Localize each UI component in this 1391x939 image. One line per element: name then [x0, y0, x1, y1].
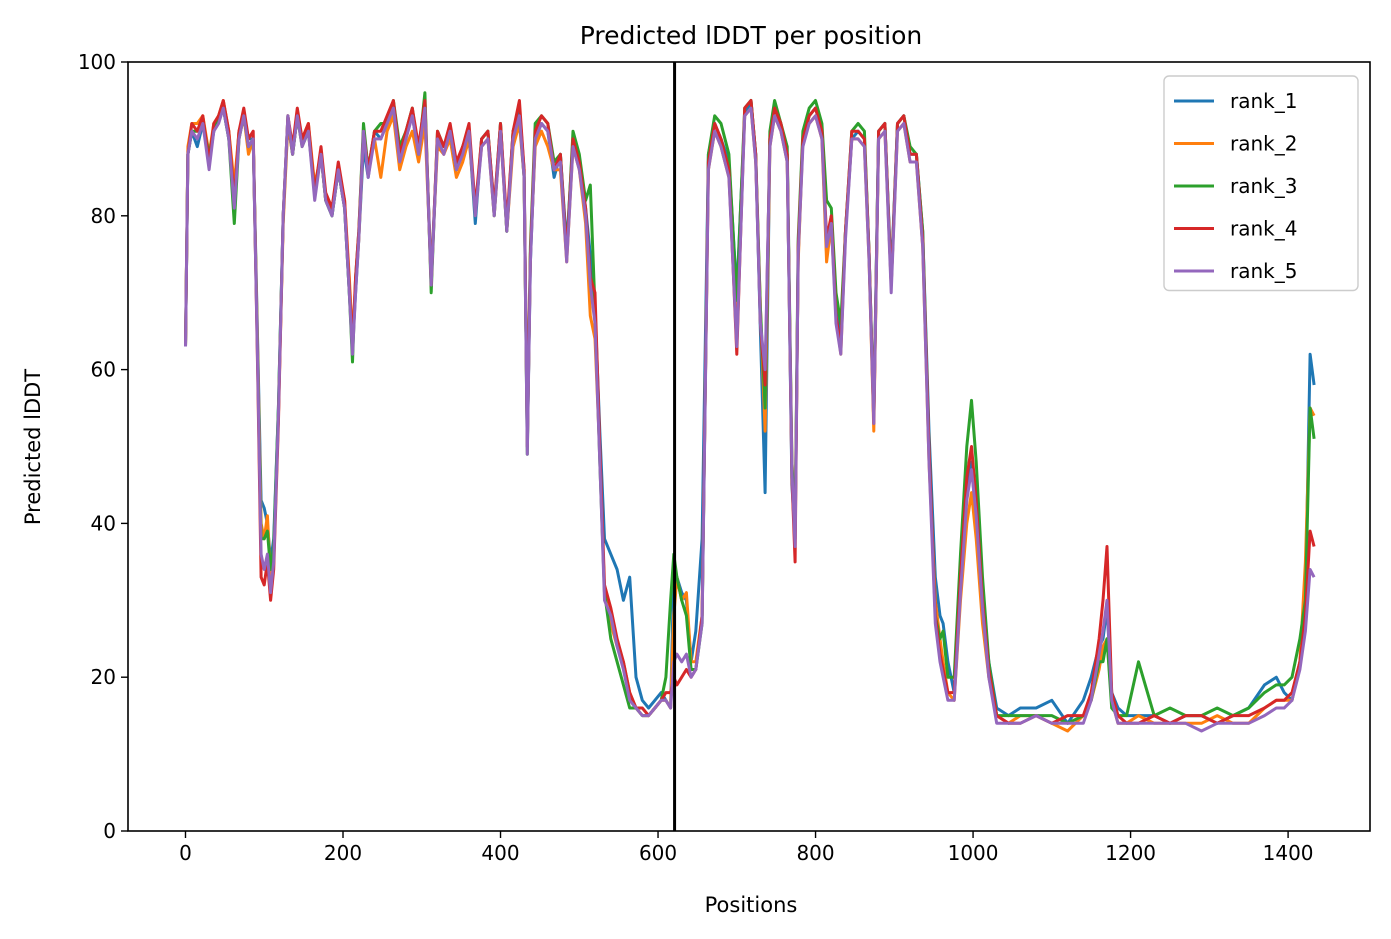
y-tick-label: 80 [91, 204, 116, 228]
x-axis-ticks: 0 200 400 600 800 1000 1200 1400 [179, 831, 1314, 865]
y-tick-label: 100 [78, 50, 116, 74]
x-tick-label: 0 [179, 841, 192, 865]
x-tick-label: 1200 [1105, 841, 1156, 865]
y-axis-ticks: 0 20 40 60 80 100 [78, 50, 128, 843]
series-layer [184, 91, 1316, 733]
legend-label-rank-4: rank_4 [1230, 217, 1297, 241]
y-tick-label: 0 [103, 819, 116, 843]
x-tick-label: 600 [639, 841, 677, 865]
y-tick-label: 20 [91, 665, 116, 689]
plot-frame [127, 61, 1371, 832]
chart-title: Predicted lDDT per position [580, 21, 922, 50]
legend-label-rank-5: rank_5 [1230, 259, 1297, 283]
y-tick-label: 40 [91, 511, 116, 535]
series-line-rank-5 [184, 106, 1316, 733]
legend: rank_1 rank_2 rank_3 rank_4 rank_5 [1163, 75, 1359, 292]
x-tick-label: 1000 [948, 841, 999, 865]
y-tick-label: 60 [91, 358, 116, 382]
legend-label-rank-2: rank_2 [1230, 132, 1297, 156]
x-axis-title: Positions [705, 893, 798, 917]
legend-label-rank-1: rank_1 [1230, 89, 1297, 113]
legend-label-rank-3: rank_3 [1230, 174, 1297, 198]
x-tick-label: 400 [481, 841, 519, 865]
y-axis-title: Predicted lDDT [21, 369, 45, 525]
x-tick-label: 200 [324, 841, 362, 865]
legend-box [1163, 75, 1359, 292]
x-tick-label: 800 [796, 841, 834, 865]
x-tick-label: 1400 [1263, 841, 1314, 865]
